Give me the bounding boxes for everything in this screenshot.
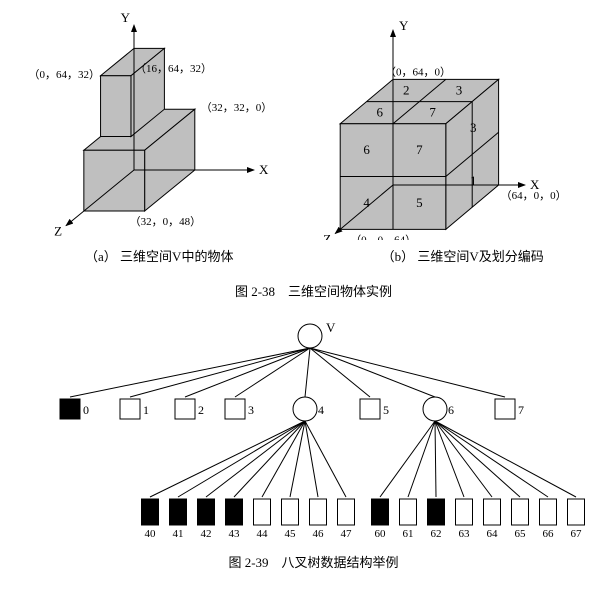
svg-text:5: 5 [416,195,423,210]
svg-text:3: 3 [456,82,463,97]
svg-text:（0，0，64）: （0，0，64） [350,233,416,240]
svg-text:X: X [259,162,269,177]
svg-text:（32，32，0）: （32，32，0） [201,101,272,114]
svg-text:66: 66 [543,528,555,540]
svg-text:40: 40 [145,528,157,540]
svg-text:44: 44 [257,528,269,540]
fig-a-svg: X Y Z （0，64，32） （16，64，32） （32，32，0） （32，0，48） [19,10,299,240]
svg-text:45: 45 [285,528,297,540]
fig-b-svg: 6745236731XYZ（0，64，0）（64，0，0）（0，0，64） [318,10,607,240]
fig-b: 6745236731XYZ（0，64，0）（64，0，0）（0，0，64） （b… [318,10,607,273]
svg-text:（32，0，48）: （32，0，48） [130,215,202,228]
svg-text:Z: Z [54,224,62,239]
svg-text:60: 60 [375,528,387,540]
svg-text:4: 4 [318,403,324,417]
svg-text:61: 61 [403,528,414,540]
svg-text:7: 7 [416,142,423,157]
svg-text:Y: Y [121,10,131,25]
svg-text:63: 63 [459,528,471,540]
svg-text:1: 1 [143,403,149,417]
svg-text:Z: Z [323,232,331,240]
svg-text:5: 5 [383,403,389,417]
svg-text:7: 7 [429,105,436,120]
fig-a-caption: （a） 三维空间V中的物体 [19,246,299,265]
svg-text:6: 6 [376,105,383,120]
caption-239: 图 2-39 八叉树数据结构举例 [10,552,607,571]
fig-b-caption: （b） 三维空间V及划分编码 [318,246,607,265]
svg-text:67: 67 [571,528,583,540]
fig-238-row: X Y Z （0，64，32） （16，64，32） （32，32，0） （32，0，48）… [10,10,607,273]
svg-text:（0，64，0）: （0，64，0） [385,65,451,78]
fig-a: X Y Z （0，64，32） （16，64，32） （32，32，0） （32，0，48）… [19,10,299,273]
svg-text:2: 2 [403,82,410,97]
svg-text:Y: Y [399,18,409,33]
svg-text:65: 65 [515,528,527,540]
svg-text:46: 46 [313,528,325,540]
svg-text:（16，64，32）: （16，64，32） [135,62,212,75]
svg-text:6: 6 [363,142,370,157]
svg-text:41: 41 [173,528,184,540]
svg-text:64: 64 [487,528,499,540]
svg-text:62: 62 [431,528,442,540]
svg-text:（0，64，32）: （0，64，32） [29,68,101,81]
svg-text:4: 4 [363,195,370,210]
svg-text:47: 47 [341,528,353,540]
svg-text:3: 3 [470,120,477,135]
fig-239-svg: V012345674041424344454647606162636465666… [10,314,607,544]
svg-text:2: 2 [198,403,204,417]
svg-text:1: 1 [470,173,477,188]
caption-238: 图 2-38 三维空间物体实例 [10,281,607,300]
svg-text:0: 0 [83,403,89,417]
svg-text:42: 42 [201,528,212,540]
svg-text:7: 7 [518,403,524,417]
svg-text:6: 6 [448,403,454,417]
svg-text:（64，0，0）: （64，0，0） [500,189,566,202]
svg-text:43: 43 [229,528,241,540]
svg-text:V: V [326,320,336,335]
svg-text:3: 3 [248,403,254,417]
